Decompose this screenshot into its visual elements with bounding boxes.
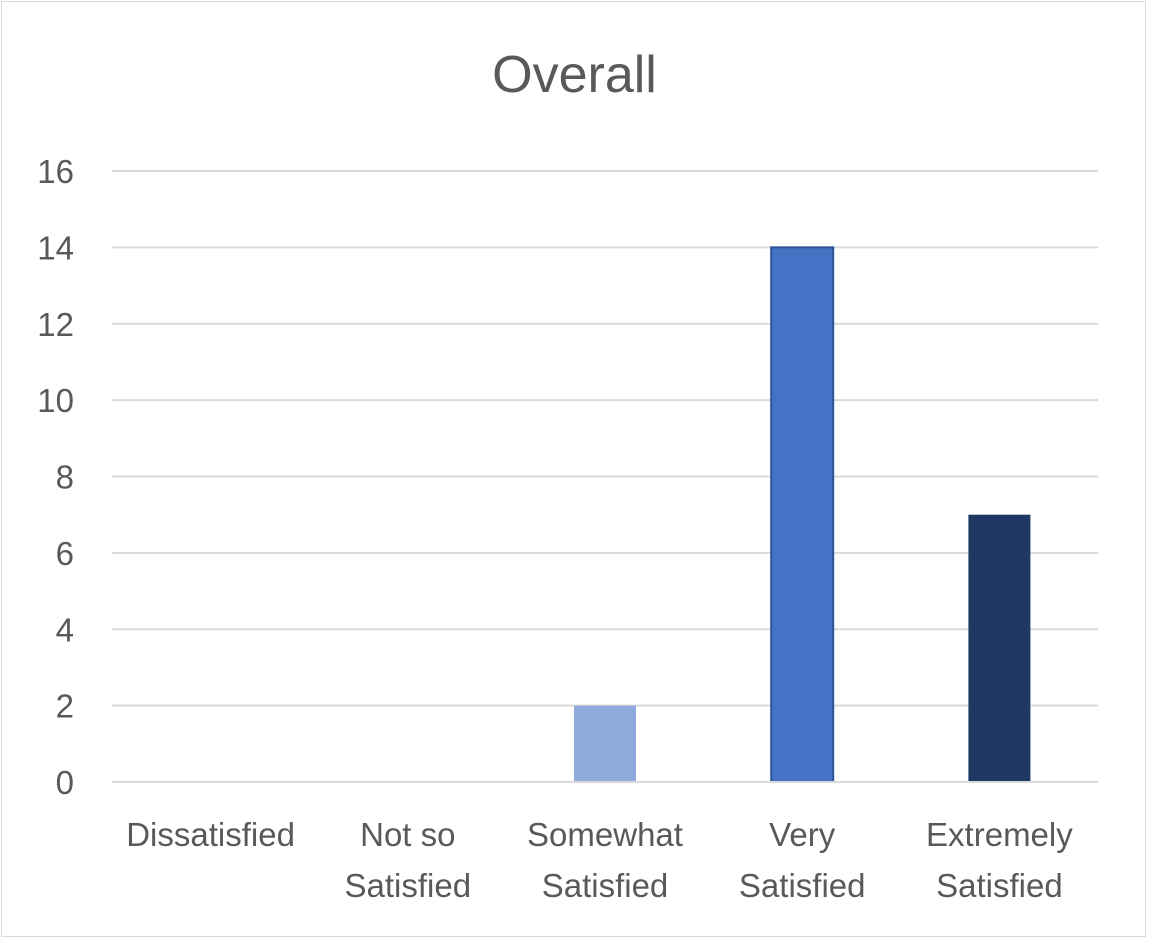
bar [968,514,1031,782]
y-tick-label: 8 [56,459,74,496]
bar [770,246,835,783]
gridlines [112,170,1098,707]
y-tick-label: 10 [37,382,74,419]
y-tick-label: 0 [56,764,74,801]
y-tick-label: 12 [37,306,74,343]
x-tick-label: Not so Satisfied [345,816,472,904]
x-tick-label: Very Satisfied [739,816,866,904]
y-tick-label: 14 [37,229,74,266]
bars [574,246,1031,783]
x-tick-label: Dissatisfied [126,816,295,853]
y-tick-label: 6 [56,535,74,572]
chart-title: Overall [492,46,657,104]
y-tick-label: 2 [56,688,74,725]
bar [574,705,636,782]
x-tick-label: Extremely Satisfied [926,816,1073,904]
y-tick-label: 4 [56,611,74,648]
y-axis-ticks: 0 2 4 6 8 10 12 14 16 [37,153,74,801]
x-tick-label: Somewhat Satisfied [527,816,683,904]
x-axis-labels: Dissatisfied Not so Satisfied Somewhat Satis… [126,816,1073,904]
y-tick-label: 16 [37,153,74,190]
